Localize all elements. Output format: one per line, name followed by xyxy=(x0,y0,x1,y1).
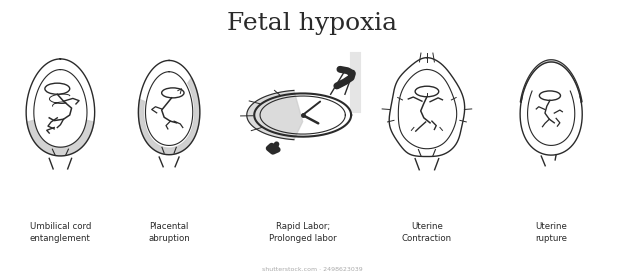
Polygon shape xyxy=(27,120,94,156)
Text: Uterine
rupture: Uterine rupture xyxy=(535,223,567,242)
Text: Umbilical cord
entanglement: Umbilical cord entanglement xyxy=(30,223,91,242)
Text: Rapid Labor;
Prolonged labor: Rapid Labor; Prolonged labor xyxy=(269,223,336,242)
Polygon shape xyxy=(520,60,582,102)
Polygon shape xyxy=(246,90,303,140)
Text: shutterstock.com · 2498623039: shutterstock.com · 2498623039 xyxy=(261,267,363,272)
Polygon shape xyxy=(139,78,200,155)
Text: Placental
abruption: Placental abruption xyxy=(149,223,190,242)
Text: Fetal hypoxia: Fetal hypoxia xyxy=(227,13,397,36)
Text: Uterine
Contraction: Uterine Contraction xyxy=(402,223,452,242)
